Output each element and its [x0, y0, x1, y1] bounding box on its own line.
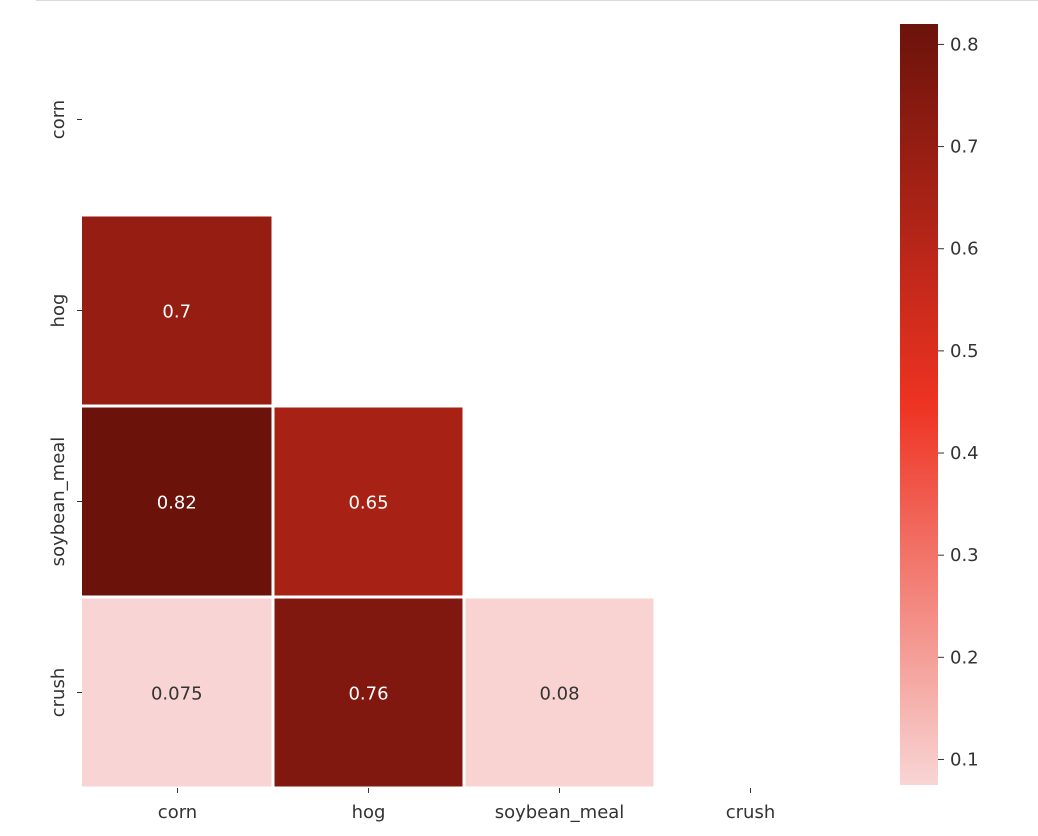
heatmap-cell-crush-corn — [82, 598, 272, 787]
heatmap-cell-crush-hog — [274, 598, 463, 787]
cell-label-crush-corn: 0.075 — [151, 684, 203, 705]
colorbar-tick-label: 0.2 — [950, 647, 979, 668]
heatmap-cell-soybean-meal-corn — [82, 407, 272, 596]
colorbar-tick-label: 0.4 — [950, 443, 979, 464]
colorbar-gradient — [900, 24, 938, 785]
colorbar-tick-label: 0.7 — [950, 137, 979, 158]
cell-label-soybean-meal-hog: 0.65 — [348, 493, 388, 514]
heatmap-cell-hog-corn — [82, 216, 272, 405]
heatmap-cell-crush-soybean-meal — [465, 598, 654, 787]
colorbar-tick-label: 0.1 — [950, 749, 979, 770]
y-tick-label-corn: corn — [48, 100, 69, 139]
colorbar-tick-label: 0.3 — [950, 545, 979, 566]
cell-label-soybean-meal-corn: 0.82 — [157, 493, 197, 514]
x-tick-label-soybean-meal: soybean_meal — [495, 802, 625, 823]
colorbar: 0.1 0.2 0.3 0.4 0.5 0.6 0.7 0.8 — [900, 24, 979, 785]
heatmap-annotations: 0.7 0.82 0.65 0.075 0.76 0.08 — [151, 302, 580, 705]
cell-label-crush-hog: 0.76 — [348, 684, 388, 705]
colorbar-tick-label: 0.5 — [950, 341, 979, 362]
colorbar-tick-label: 0.8 — [950, 34, 979, 55]
y-tick-label-hog: hog — [48, 294, 69, 328]
x-tick-label-crush: crush — [726, 802, 776, 823]
colorbar-tick-label: 0.6 — [950, 239, 979, 260]
x-tick-label-corn: corn — [158, 802, 197, 823]
cell-label-hog-corn: 0.7 — [162, 302, 191, 323]
colorbar-ticks: 0.1 0.2 0.3 0.4 0.5 0.6 0.7 0.8 — [938, 34, 979, 770]
x-axis-tick-labels: corn hog soybean_meal crush — [158, 788, 775, 823]
heatmap-cells — [82, 216, 654, 787]
cell-label-crush-soybean-meal: 0.08 — [539, 684, 579, 705]
y-tick-label-crush: crush — [48, 668, 69, 718]
top-rule — [36, 0, 1038, 1]
x-tick-label-hog: hog — [352, 802, 386, 823]
y-tick-label-soybean-meal: soybean_meal — [48, 437, 69, 567]
heatmap-cell-soybean-meal-hog — [274, 407, 463, 596]
